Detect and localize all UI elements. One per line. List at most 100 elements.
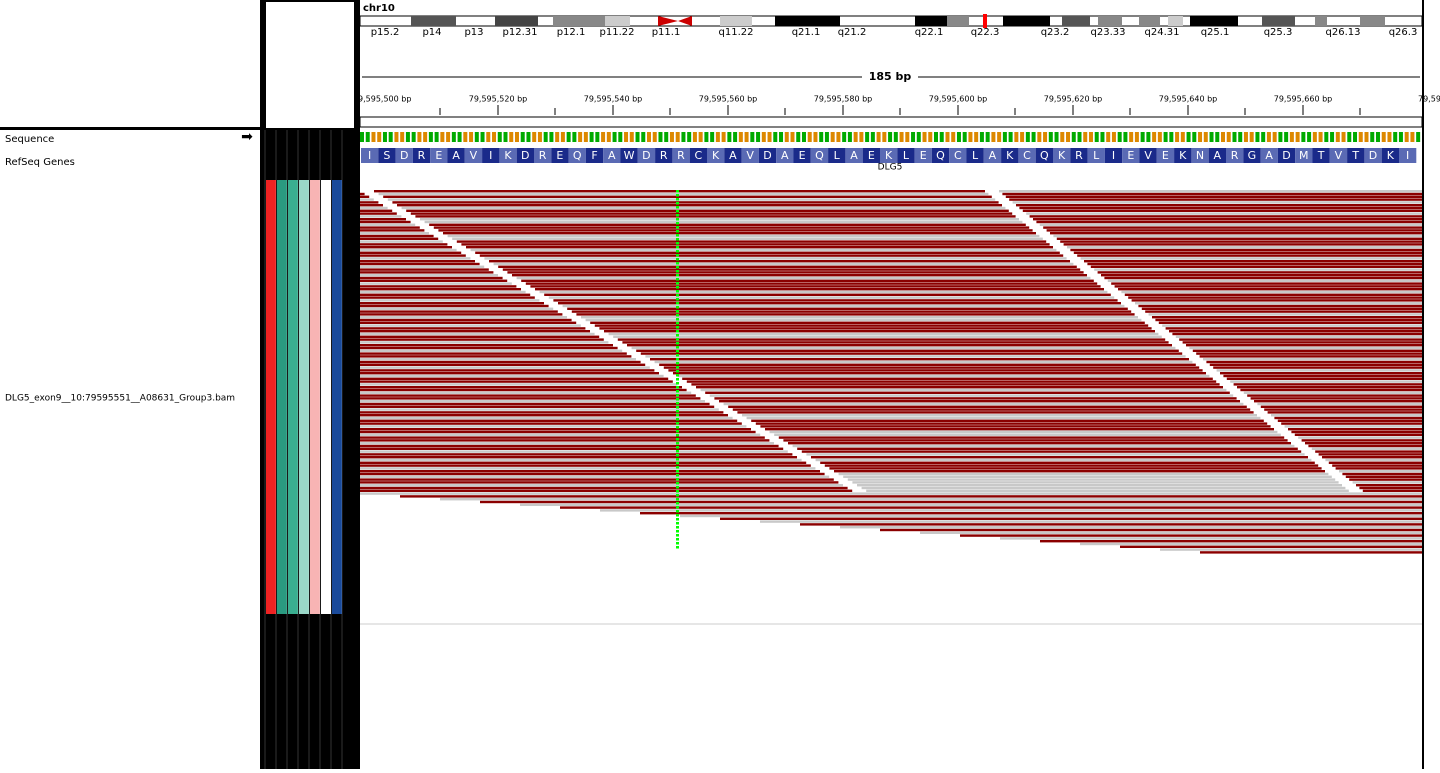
- read: [700, 388, 1227, 392]
- mismatch: [676, 510, 679, 513]
- mismatch: [676, 498, 679, 501]
- amino-acid: L: [972, 149, 979, 162]
- read: [1291, 430, 1422, 434]
- track-name[interactable]: Sequence: [5, 134, 54, 145]
- amino-acid: D: [400, 149, 408, 162]
- codon: [672, 148, 690, 163]
- amino-acid: L: [1093, 149, 1100, 162]
- read: [1165, 327, 1422, 330]
- read: [360, 374, 664, 378]
- mismatch: [676, 466, 679, 469]
- read: [360, 198, 374, 201]
- base: [629, 132, 634, 142]
- amino-acid: C: [954, 149, 962, 162]
- amino-acid: T: [1351, 149, 1359, 162]
- attribute: [321, 180, 331, 614]
- read: [581, 316, 1138, 319]
- read: [1342, 472, 1422, 476]
- mismatch: [676, 502, 679, 505]
- mismatch: [676, 358, 679, 361]
- base: [1358, 132, 1363, 142]
- mismatch: [676, 306, 679, 309]
- read: [824, 464, 1319, 467]
- read: [1090, 265, 1422, 268]
- band: [1062, 16, 1090, 26]
- read: [760, 520, 1422, 523]
- read: [360, 257, 471, 260]
- mismatch: [676, 434, 679, 437]
- amino-acid: L: [903, 149, 910, 162]
- base: [974, 132, 979, 142]
- amino-acid: W: [624, 149, 635, 162]
- base: [945, 132, 950, 142]
- read: [525, 282, 1098, 285]
- base: [1255, 132, 1260, 142]
- read: [360, 352, 627, 355]
- read: [479, 254, 1064, 257]
- base: [813, 132, 818, 142]
- read: [677, 374, 1210, 378]
- base: [555, 132, 560, 142]
- ruler-label: 79,595,640 bp: [1159, 95, 1218, 104]
- base: [733, 132, 738, 142]
- read: [360, 327, 586, 330]
- read: [360, 215, 402, 218]
- base: [497, 132, 502, 142]
- mismatch: [676, 486, 679, 489]
- read: [691, 383, 1220, 386]
- read: [1155, 318, 1422, 322]
- codon: [793, 148, 811, 163]
- read: [360, 419, 738, 422]
- read: [484, 257, 1067, 260]
- mismatch: [676, 258, 679, 261]
- ruler-label: 79,595,580 bp: [814, 95, 873, 104]
- base: [916, 132, 921, 142]
- track-name[interactable]: RefSeq Genes: [5, 157, 75, 168]
- band-label: p12.31: [503, 27, 538, 38]
- codon: [585, 148, 604, 163]
- mismatch: [676, 310, 679, 313]
- read: [360, 206, 388, 210]
- mismatch: [676, 270, 679, 273]
- band: [495, 16, 538, 26]
- read: [1257, 402, 1422, 406]
- read: [360, 330, 590, 333]
- track-name[interactable]: DLG5_exon9__10:79595551__A08631_Group3.b…: [5, 394, 235, 404]
- read: [801, 450, 1302, 453]
- read: [1039, 223, 1422, 226]
- base: [509, 132, 514, 142]
- read: [567, 307, 1128, 310]
- base: [1146, 132, 1151, 142]
- read: [1196, 352, 1422, 355]
- mismatch: [676, 226, 679, 229]
- amino-acid: A: [608, 149, 616, 162]
- codon: [689, 148, 707, 163]
- amino-acid: R: [1075, 149, 1083, 162]
- read: [1009, 198, 1422, 201]
- read: [774, 433, 1281, 436]
- strand-arrow[interactable]: ➡: [241, 129, 253, 145]
- gene-name: DLG5: [878, 163, 903, 173]
- read: [360, 195, 370, 198]
- read: [360, 232, 429, 235]
- codon: [1070, 148, 1088, 163]
- base: [1347, 132, 1352, 142]
- base: [664, 132, 669, 142]
- base: [457, 132, 462, 142]
- read: [1260, 405, 1422, 408]
- read: [1016, 204, 1422, 207]
- read: [360, 372, 659, 375]
- codon: [1087, 148, 1105, 163]
- read: [360, 313, 563, 316]
- mismatch: [676, 458, 679, 461]
- read: [834, 470, 1325, 473]
- base: [1289, 132, 1294, 142]
- read: [838, 472, 1329, 476]
- read: [645, 355, 1186, 358]
- read: [562, 304, 1125, 308]
- amino-acid: I: [368, 149, 371, 162]
- read: [360, 492, 1422, 495]
- mismatch: [676, 194, 679, 197]
- base: [583, 132, 588, 142]
- base: [1387, 132, 1392, 142]
